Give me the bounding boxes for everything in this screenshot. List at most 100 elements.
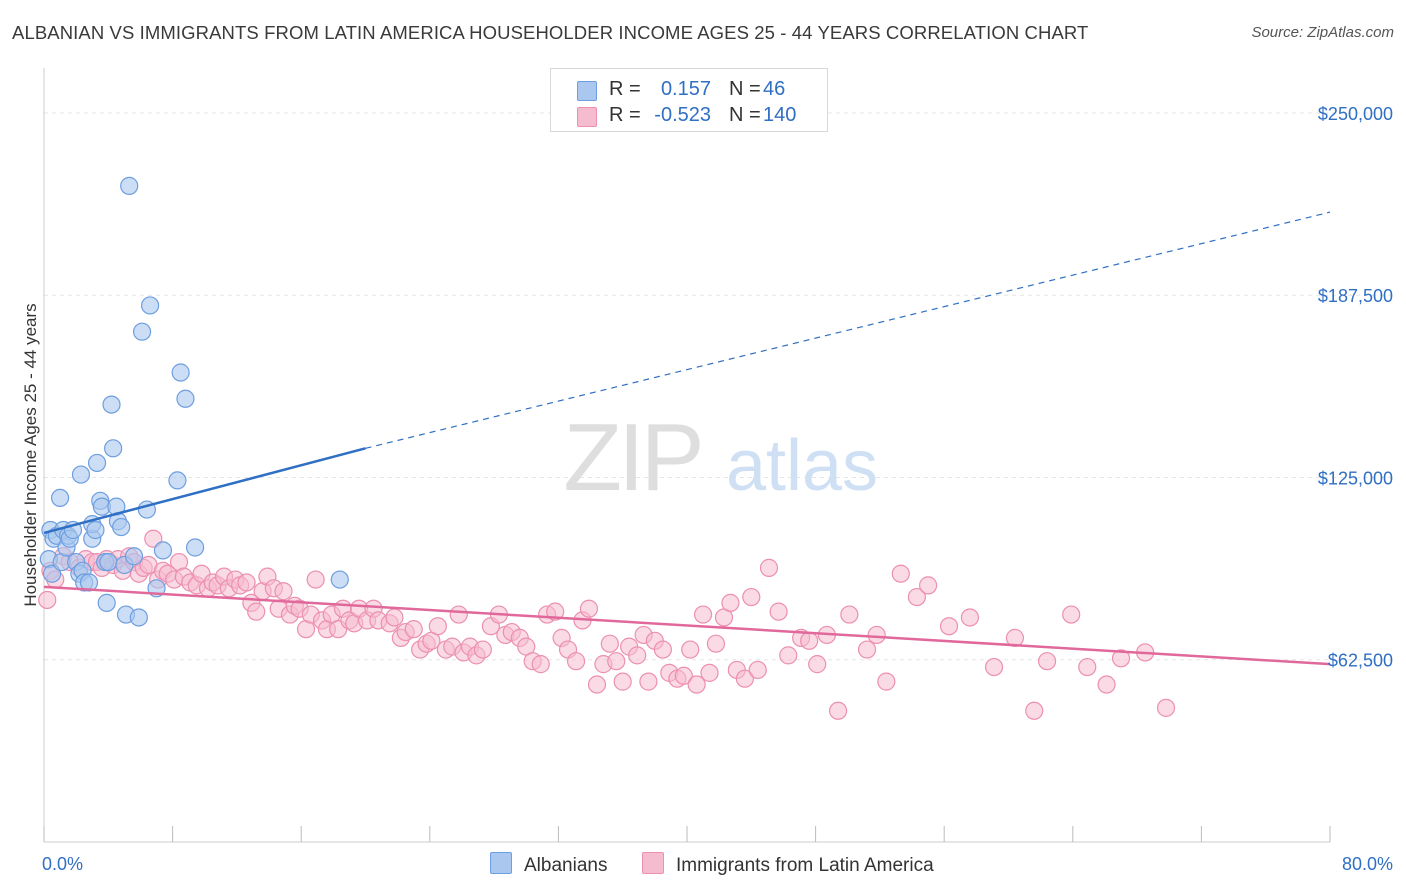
albanians-point (99, 552, 118, 572)
latin-america-point (579, 599, 599, 618)
latin-america-point (237, 573, 256, 592)
latin-america-point (891, 564, 910, 583)
albanians-point (104, 439, 123, 458)
latin-america-point (428, 617, 447, 636)
latin-america-point (306, 570, 325, 589)
latin-america-point (769, 602, 788, 621)
albanians-point (168, 471, 187, 490)
albanians-r-value: 0.157 (660, 78, 711, 100)
albanians-trend-extension (365, 211, 1331, 449)
latin-america-point (653, 640, 672, 659)
latin-america-point (759, 558, 779, 577)
latin-america-point (1025, 701, 1044, 720)
latin-america-point (607, 652, 626, 671)
latin-america-point (404, 620, 423, 639)
latin-america-point (1156, 698, 1176, 717)
latin-america-point (735, 669, 754, 688)
albanians-point (71, 465, 91, 484)
legend-item-latin-america: Immigrants from Latin America (642, 852, 934, 877)
latin-america-point (742, 587, 761, 607)
latin-america-point (706, 634, 726, 653)
legend-row-albanians: R = 0.157 N = 46 (551, 77, 827, 101)
latin-america-point (919, 576, 938, 595)
albanians-point (171, 363, 190, 382)
latin-america-point (779, 646, 798, 665)
legend-item-albanians: Albanians (490, 852, 607, 877)
albanians-points (39, 176, 349, 627)
latin-america-point (748, 660, 767, 680)
latin-america-point (247, 602, 266, 621)
albanians-legend-label: Albanians (524, 855, 608, 876)
latin-america-point (800, 631, 819, 650)
x-tick-label-max: 80.0% (1342, 854, 1393, 874)
y-tick-label: $187,500 (1318, 286, 1393, 306)
legend-row-latin-america: R = -0.523 N = 140 (551, 103, 827, 127)
latin-america-point (840, 605, 859, 624)
latin-america-point (1062, 605, 1081, 624)
latin-america-point (907, 587, 926, 607)
albanians-point (97, 593, 116, 612)
y-tick-label: $125,000 (1318, 468, 1393, 488)
y-tick-label: $250,000 (1318, 104, 1393, 124)
albanians-point (124, 547, 144, 566)
latin-america-point (857, 640, 877, 659)
latin-america-point (613, 672, 632, 691)
tick-labels: $62,500 $125,000 $187,500 $250,000 0.0% 80.0% (42, 104, 1393, 874)
albanians-trend-line (43, 447, 366, 535)
source-credit: Source: ZipAtlas.com (1251, 24, 1394, 41)
latin-america-point (674, 666, 693, 685)
latin-america-point (700, 663, 719, 682)
correlation-legend: R = 0.157 N = 46 R = -0.523 N = 140 (550, 68, 828, 132)
latin-america-point (531, 655, 550, 674)
latin-america-point (687, 675, 706, 694)
albanians-point (140, 296, 160, 315)
albanians-point (86, 520, 105, 540)
latin-america-point (566, 652, 586, 671)
latin-america-point (587, 675, 607, 694)
albanians-point (120, 176, 139, 195)
albanians-point (186, 538, 205, 557)
latin-america-points (38, 529, 1176, 720)
watermark: ZIP atlas (563, 404, 878, 511)
latin-america-point (808, 655, 827, 674)
y-axis-label: Householder Income Ages 25 - 44 years (21, 303, 40, 606)
albanians-point (112, 517, 131, 537)
latin-america-point (600, 634, 619, 653)
latin-america-n-value: 140 (763, 104, 797, 126)
albanians-legend-swatch (490, 852, 512, 874)
latin-america-point (1097, 675, 1116, 694)
latin-america-point (1078, 657, 1097, 677)
albanians-point (79, 573, 99, 592)
latin-america-point (38, 590, 57, 610)
trend-lines (43, 211, 1331, 666)
albanians-point (50, 488, 70, 508)
latin-america-swatch (577, 107, 597, 127)
latin-america-point (628, 646, 647, 665)
latin-america-point (681, 640, 700, 659)
latin-america-point (829, 701, 848, 720)
albanians-point (102, 395, 121, 414)
latin-america-point (867, 625, 886, 645)
axes (43, 68, 1331, 843)
latin-america-legend-swatch (642, 852, 664, 874)
latin-america-point (877, 672, 896, 691)
albanians-point (330, 570, 349, 589)
latin-america-trend-line (43, 585, 1331, 666)
n-label: N = (729, 78, 761, 100)
albanians-point (132, 322, 152, 341)
albanians-point (153, 541, 173, 560)
series-legend: Albanians Immigrants from Latin America (0, 850, 1406, 878)
albanians-point (87, 453, 107, 473)
latin-america-point (274, 582, 293, 601)
latin-america-point (721, 593, 740, 612)
r-label: R = (609, 104, 641, 126)
latin-america-point (144, 529, 163, 548)
albanians-point (176, 389, 195, 408)
latin-america-point (473, 640, 492, 659)
latin-america-point (939, 617, 959, 636)
latin-america-r-value: -0.523 (654, 104, 711, 126)
watermark-zip: ZIP (563, 404, 700, 511)
albanians-swatch (577, 81, 597, 101)
albanians-n-value: 46 (763, 78, 786, 100)
